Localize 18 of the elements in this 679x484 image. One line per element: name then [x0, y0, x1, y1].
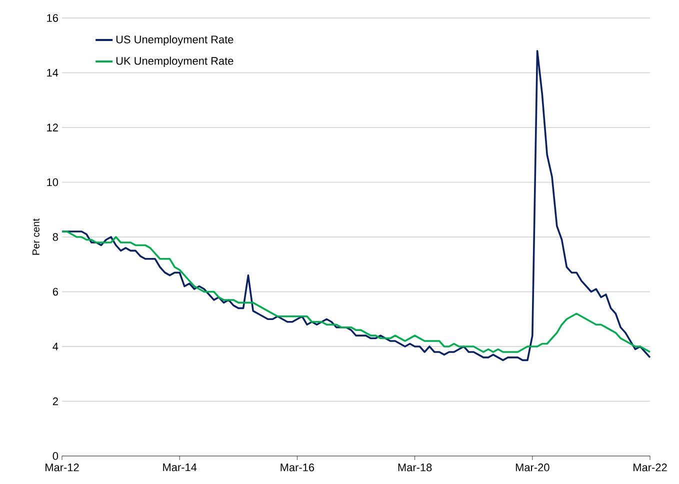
y-tick-label: 0: [52, 452, 58, 460]
y-tick-label: 10: [47, 178, 58, 186]
y-tick-label: 2: [52, 397, 58, 406]
x-tick-label: Mar-16: [280, 464, 314, 472]
x-tick-label: Mar-18: [398, 464, 432, 472]
legend-label: US Unemployment Rate: [116, 35, 234, 46]
legend-label: UK Unemployment Rate: [116, 56, 234, 67]
y-tick-label: 12: [47, 124, 58, 132]
y-tick-label: 16: [47, 14, 58, 22]
y-tick-label: 4: [52, 342, 58, 350]
y-tick-label: 8: [52, 233, 58, 241]
y-tick-label: 6: [52, 288, 58, 296]
y-axis-title: Per cent: [32, 218, 40, 255]
x-tick-label: Mar-20: [516, 464, 550, 472]
y-tick-label: 14: [47, 68, 58, 77]
x-tick-label: Mar-12: [46, 464, 79, 472]
x-tick-label: Mar-22: [634, 464, 667, 472]
x-tick-label: Mar-14: [163, 464, 197, 472]
